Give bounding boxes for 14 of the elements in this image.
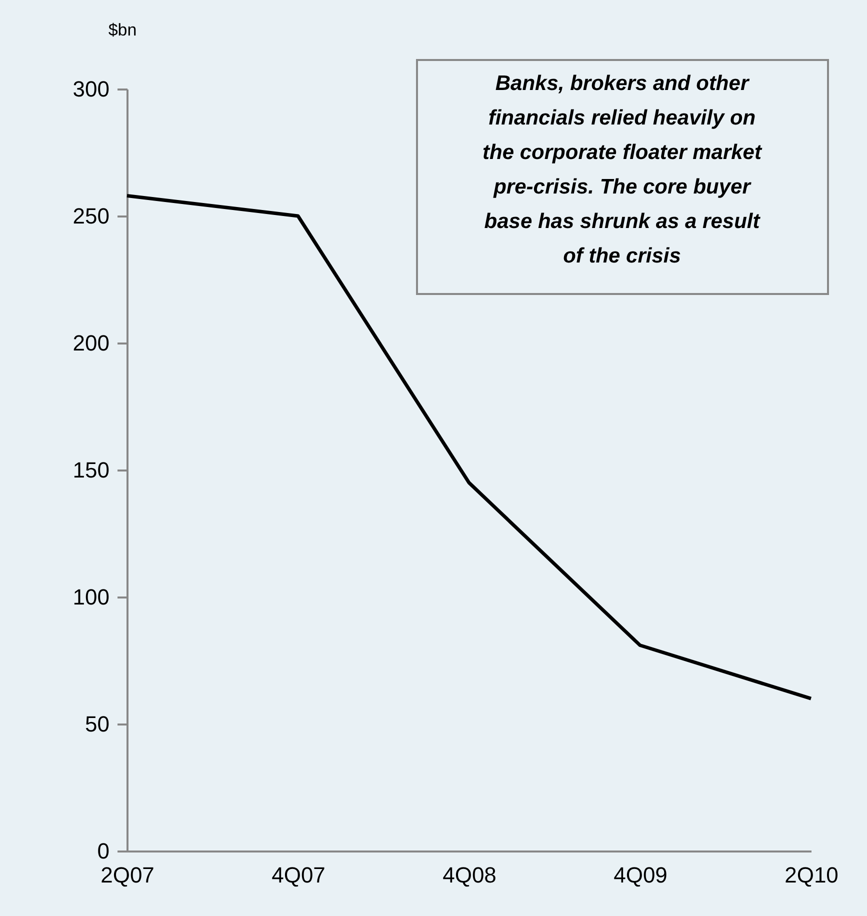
- y-tick-label: 300: [72, 76, 110, 102]
- x-tick-label: 2Q10: [784, 862, 838, 888]
- annotation: Banks, brokers and other financials relied heavily on the corporate floater market pre-crisis. The core buyer base has shrunk as a result of the crisis: [482, 72, 762, 268]
- y-tick-label: 150: [72, 458, 110, 482]
- y-axis-title: $bn: [108, 20, 137, 40]
- x-tick-label: 2Q07: [100, 862, 154, 888]
- x-tick-label: 4Q07: [272, 862, 326, 888]
- y-tick-label: 0: [97, 838, 110, 864]
- y-tick-label: 50: [85, 712, 110, 736]
- x-tick-label: 4Q09: [614, 862, 668, 888]
- x-tick-label: 4Q08: [442, 862, 496, 888]
- y-tick-label: 250: [72, 204, 110, 228]
- y-tick-label: 100: [72, 584, 110, 610]
- y-tick-label: 200: [72, 330, 110, 356]
